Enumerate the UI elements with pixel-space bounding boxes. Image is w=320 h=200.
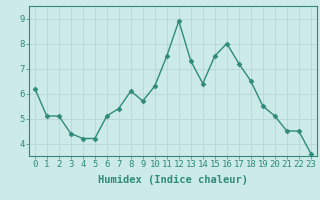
X-axis label: Humidex (Indice chaleur): Humidex (Indice chaleur) <box>98 175 248 185</box>
